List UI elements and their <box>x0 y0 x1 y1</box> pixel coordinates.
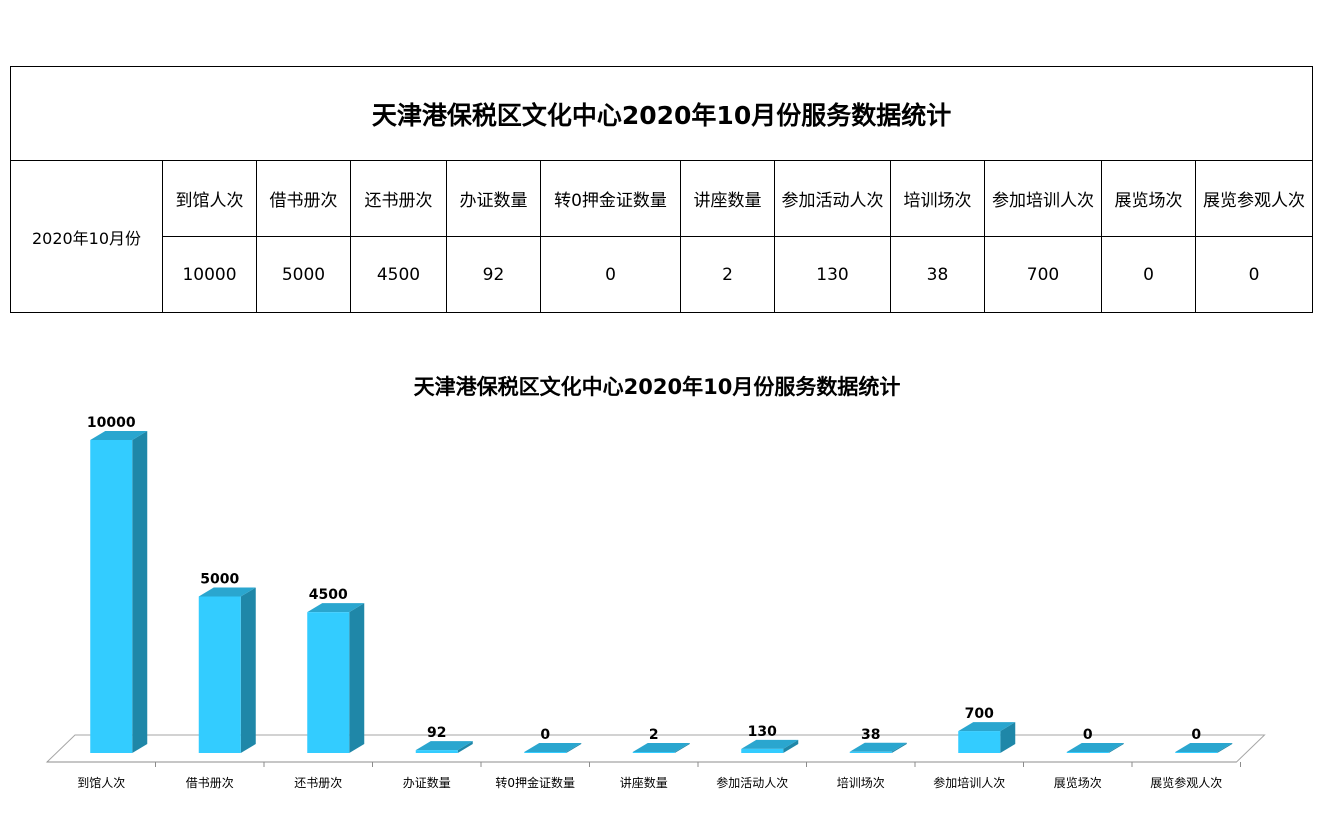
x-tick-label: 办证数量 <box>403 775 451 790</box>
data-label: 130 <box>748 724 777 740</box>
bar-top <box>632 743 690 752</box>
table-cell: 2 <box>680 236 775 313</box>
bar-side <box>1217 743 1233 753</box>
column-header: 转0押金证数量 <box>540 160 681 237</box>
stats-table: 天津港保税区文化中心2020年10月份服务数据统计 2020年10月份 到馆人次… <box>9 66 1314 313</box>
column-header: 讲座数量 <box>680 160 775 237</box>
value-row: 10000 5000 4500 92 0 2 130 38 700 0 0 <box>11 236 1314 313</box>
chart-title: 天津港保税区文化中心2020年10月份服务数据统计 <box>414 375 901 399</box>
column-header: 展览参观人次 <box>1194 160 1314 237</box>
table-cell: 130 <box>774 236 891 313</box>
bar-side <box>783 739 799 753</box>
x-tick-label: 参加培训人次 <box>933 775 1005 790</box>
bar-side <box>891 742 907 753</box>
x-tick-label: 培训场次 <box>837 775 885 790</box>
bar-top <box>524 743 582 752</box>
bar <box>198 596 241 753</box>
column-header: 参加活动人次 <box>774 160 891 237</box>
column-header: 借书册次 <box>256 160 351 237</box>
table-cell: 92 <box>446 236 541 313</box>
table-cell: 10000 <box>162 236 257 313</box>
x-tick-label: 展览场次 <box>1054 775 1102 790</box>
bar <box>307 612 350 753</box>
data-label: 0 <box>1083 727 1093 743</box>
bar <box>415 750 458 753</box>
bar-top <box>415 741 473 751</box>
x-tick-label: 转0押金证数量 <box>495 775 575 790</box>
bar <box>1175 752 1218 753</box>
bar-chart: 天津港保税区文化中心2020年10月份服务数据统计 10000 到馆人次 5000 借… <box>45 375 1266 790</box>
bar <box>90 440 133 753</box>
bar <box>958 731 1001 753</box>
x-tick-label: 还书册次 <box>294 776 342 790</box>
table-cell: 4500 <box>350 236 447 313</box>
x-tick-label: 参加活动人次 <box>716 775 788 790</box>
bar <box>524 752 567 753</box>
table-cell: 0 <box>1194 236 1314 313</box>
bar-side <box>132 431 148 753</box>
bar-top <box>307 603 365 613</box>
bar-top <box>1066 743 1124 752</box>
data-label: 2 <box>649 727 659 743</box>
data-label: 5000 <box>200 572 239 588</box>
table-cell: 700 <box>984 236 1102 313</box>
bar-side <box>349 603 365 753</box>
x-tick-label: 讲座数量 <box>620 775 668 790</box>
bar-side <box>457 741 473 753</box>
column-header: 展览场次 <box>1101 160 1196 237</box>
x-tick-label: 展览参观人次 <box>1150 775 1222 790</box>
table-title: 天津港保税区文化中心2020年10月份服务数据统计 <box>9 66 1314 161</box>
bar-side <box>566 743 582 753</box>
bar-side <box>674 743 690 753</box>
bar-side <box>240 587 256 753</box>
bar-top <box>1175 743 1233 752</box>
x-tick-label: 借书册次 <box>186 776 234 790</box>
bar-top <box>958 722 1016 732</box>
bar <box>1066 752 1109 753</box>
column-header: 还书册次 <box>350 160 447 237</box>
data-label: 0 <box>540 727 550 743</box>
bar-side <box>1108 743 1124 753</box>
bar <box>741 748 784 753</box>
bar-top <box>741 739 799 749</box>
header-row: 2020年10月份 到馆人次 借书册次 还书册次 办证数量 转0押金证数量 讲座… <box>10 160 1314 313</box>
data-label: 700 <box>965 706 994 722</box>
table-cell: 0 <box>1101 236 1196 313</box>
column-header: 办证数量 <box>446 160 541 237</box>
data-label: 4500 <box>309 587 348 603</box>
data-label: 92 <box>427 725 446 741</box>
bar-top <box>849 742 907 752</box>
table-cell: 0 <box>540 236 681 313</box>
data-label: 10000 <box>87 415 136 431</box>
bar <box>632 752 675 753</box>
bar-top <box>90 431 148 440</box>
column-header: 参加培训人次 <box>984 160 1102 237</box>
data-label: 38 <box>861 727 880 743</box>
data-label: 0 <box>1191 727 1201 743</box>
bar-top <box>198 587 256 597</box>
month-label: 2020年10月份 <box>10 160 163 313</box>
table-cell: 5000 <box>256 236 351 313</box>
bar <box>849 751 892 753</box>
bar-side <box>1000 722 1016 753</box>
column-header: 培训场次 <box>890 160 985 237</box>
column-header: 到馆人次 <box>162 160 257 237</box>
table-cell: 38 <box>890 236 985 313</box>
x-tick-label: 到馆人次 <box>77 775 125 790</box>
